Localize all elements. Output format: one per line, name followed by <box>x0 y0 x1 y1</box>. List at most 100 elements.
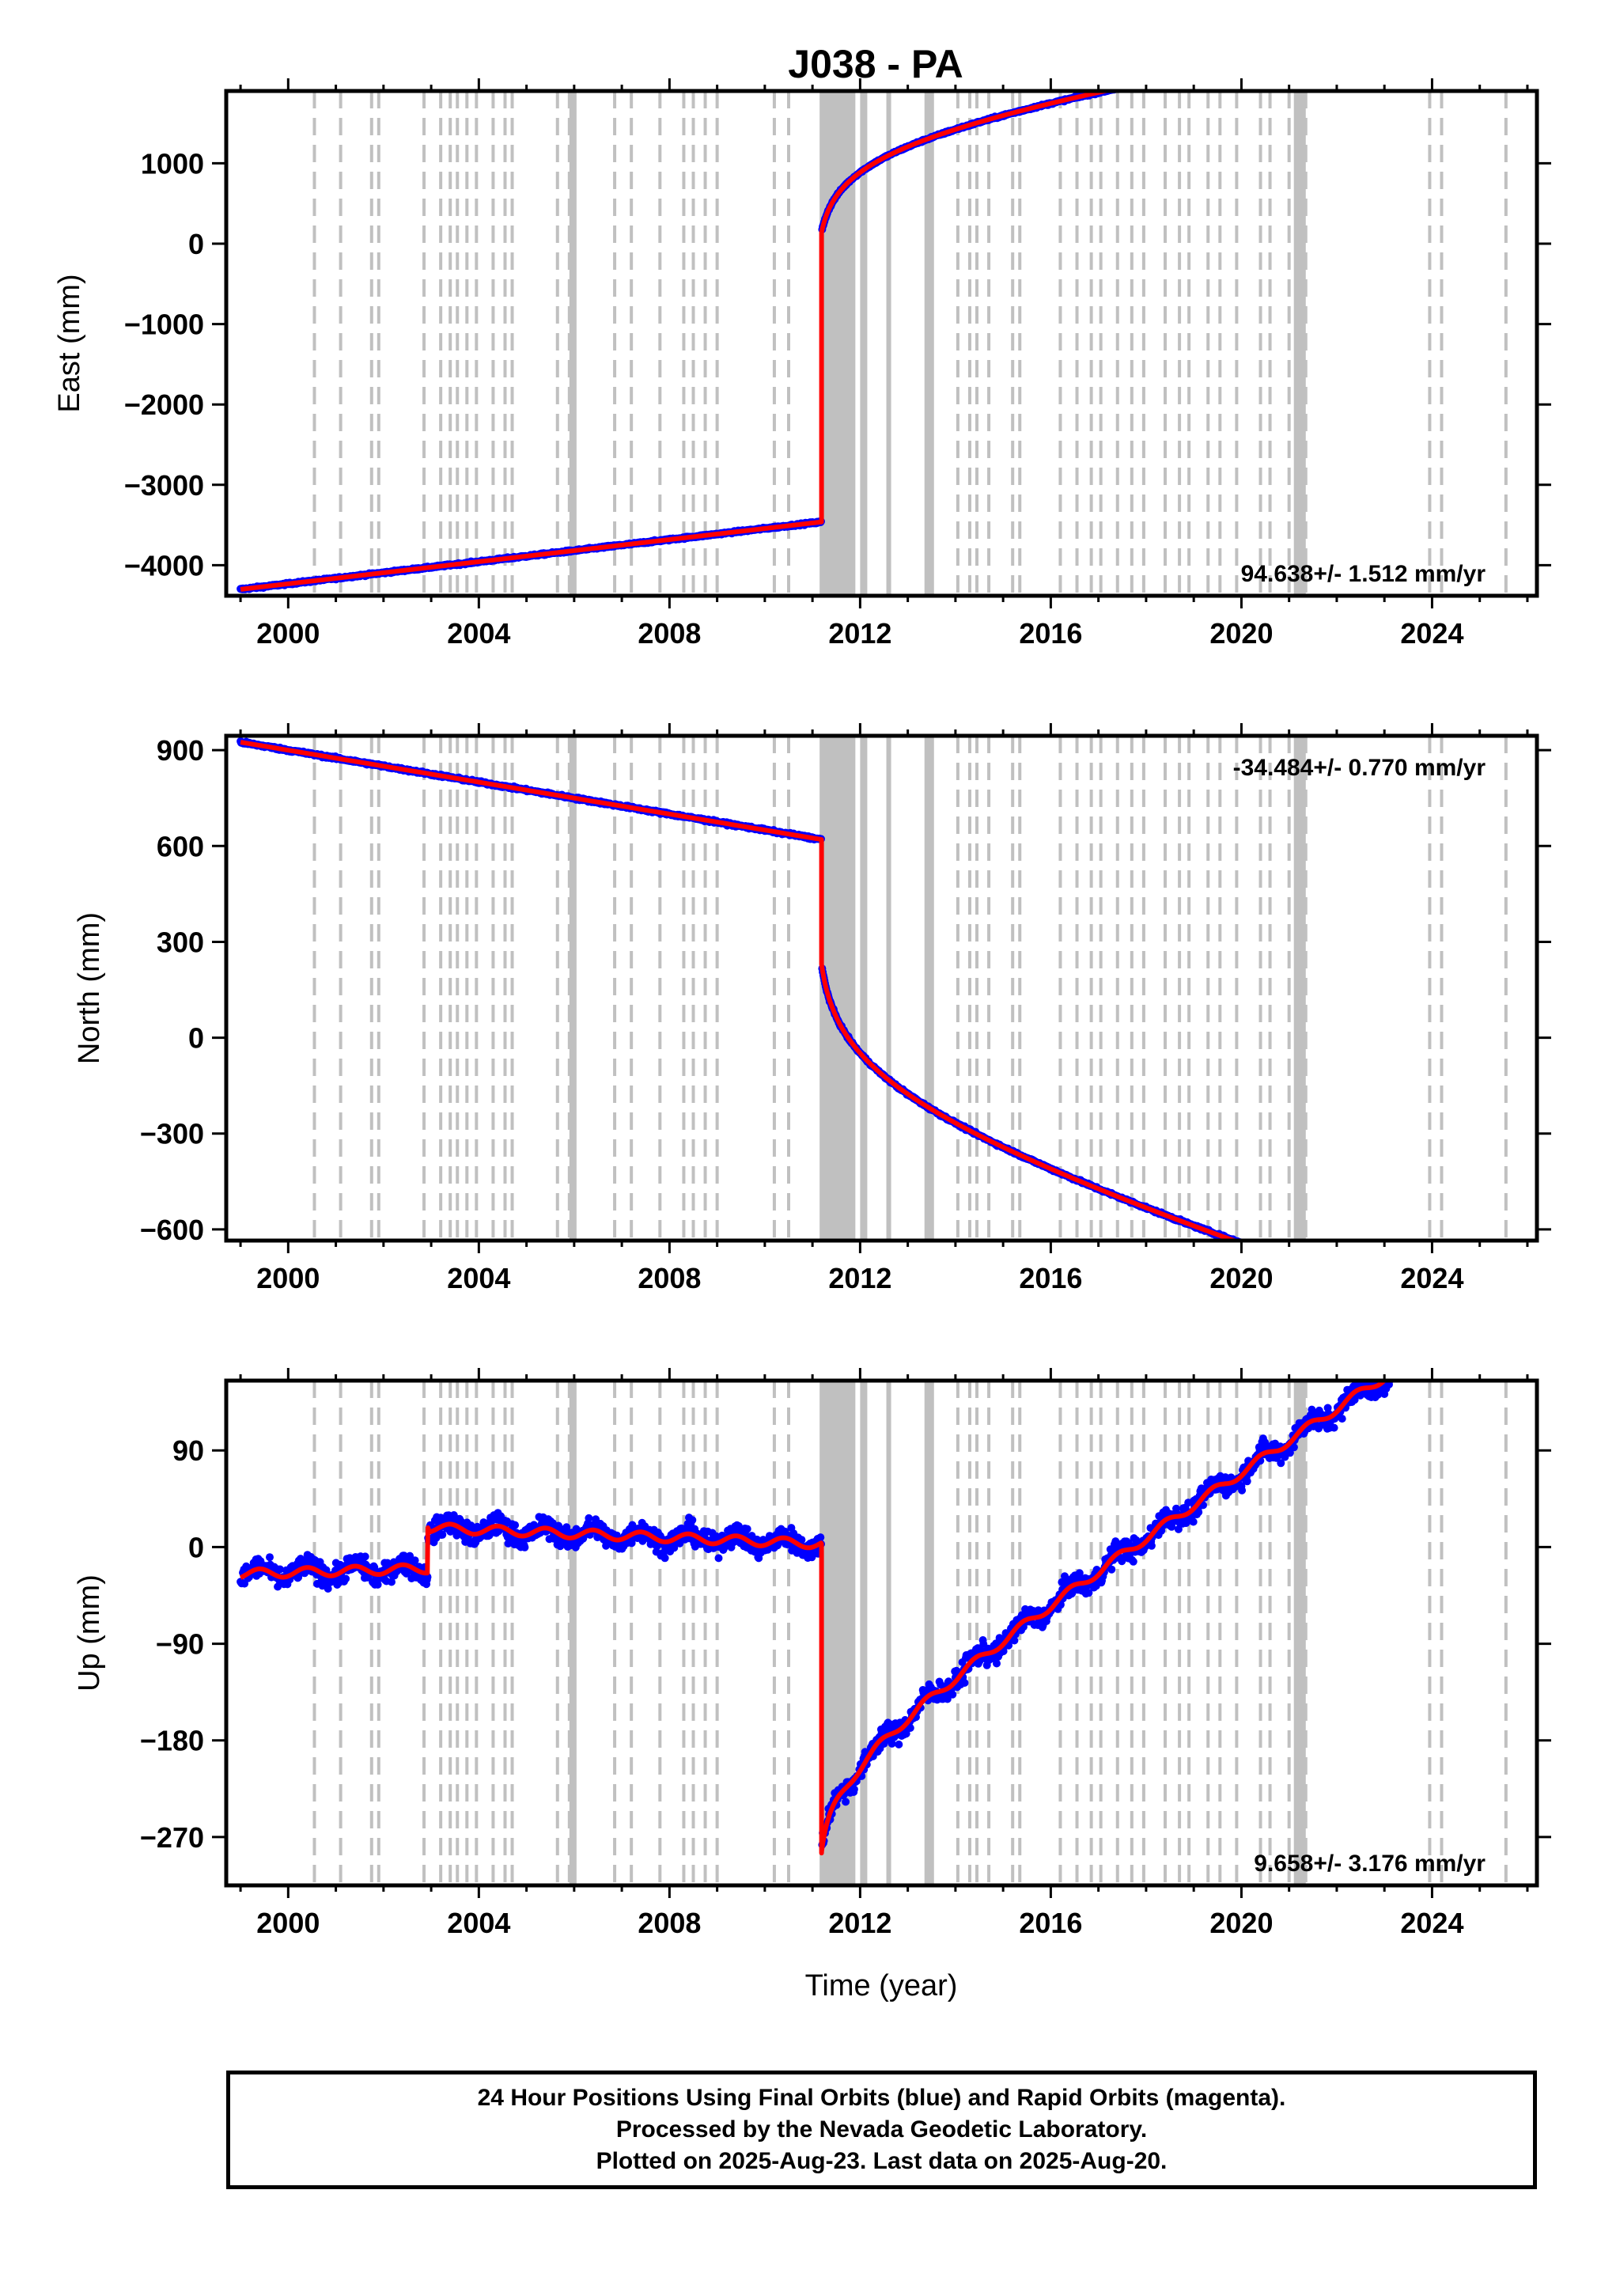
final-point <box>1467 19 1474 27</box>
final-point <box>1373 35 1381 43</box>
final-point <box>1474 18 1482 26</box>
final-point <box>1454 1314 1462 1322</box>
final-point <box>1345 40 1353 47</box>
x-tick-label: 2000 <box>256 1262 320 1294</box>
final-point <box>1381 1288 1389 1296</box>
final-point <box>1368 36 1376 44</box>
final-point <box>1267 1250 1275 1258</box>
final-point <box>1274 1253 1282 1261</box>
final-point <box>1246 58 1254 66</box>
final-point <box>1162 74 1170 82</box>
final-point <box>1450 21 1458 29</box>
final-point <box>1272 1252 1280 1260</box>
final-point <box>1146 78 1154 85</box>
final-point <box>1134 80 1142 88</box>
final-point <box>1272 54 1280 62</box>
final-point <box>1311 47 1319 55</box>
final-point <box>1395 31 1403 39</box>
final-point <box>1271 54 1279 62</box>
final-point <box>1425 1305 1433 1313</box>
final-point <box>1397 1295 1405 1303</box>
final-point <box>1467 19 1474 27</box>
final-point <box>1455 1314 1463 1322</box>
final-point <box>1482 1324 1490 1332</box>
final-point <box>1382 1290 1390 1298</box>
final-point <box>1311 45 1319 53</box>
final-point <box>1409 1299 1417 1307</box>
final-point <box>1444 24 1451 32</box>
final-point <box>1405 1298 1413 1305</box>
final-point <box>1477 17 1485 25</box>
final-point <box>1330 42 1338 50</box>
final-point <box>1406 1299 1414 1307</box>
final-point <box>1345 1277 1353 1285</box>
final-point <box>1341 40 1349 48</box>
final-point <box>1384 33 1392 41</box>
final-point <box>1289 1257 1297 1265</box>
final-point <box>1130 81 1138 89</box>
final-point <box>1414 1301 1421 1309</box>
final-point <box>1473 18 1481 26</box>
final-point <box>1353 1282 1361 1290</box>
final-point <box>1297 1262 1305 1270</box>
rapid-point <box>1498 1328 1506 1336</box>
final-point <box>1481 17 1489 25</box>
final-point <box>1198 67 1205 75</box>
final-point <box>1270 54 1278 62</box>
final-point <box>1142 78 1150 85</box>
final-point <box>1452 22 1460 30</box>
final-point <box>1387 1291 1395 1299</box>
final-point <box>1274 52 1281 60</box>
final-point <box>1361 37 1368 45</box>
final-point <box>1338 1275 1346 1283</box>
final-point <box>1295 1259 1303 1267</box>
final-point <box>1417 1302 1425 1310</box>
final-point <box>1483 17 1491 25</box>
final-point <box>1471 1320 1479 1328</box>
final-point <box>1328 44 1336 51</box>
final-point <box>1433 24 1441 32</box>
final-point <box>1137 79 1145 87</box>
final-point <box>1401 30 1409 38</box>
final-point <box>1366 35 1374 43</box>
final-point <box>1192 69 1200 77</box>
final-point <box>1175 72 1183 80</box>
final-point <box>1388 32 1396 40</box>
final-point <box>1450 1313 1458 1320</box>
final-point <box>1268 53 1276 61</box>
final-point <box>1322 1268 1330 1276</box>
final-point <box>1444 1311 1451 1319</box>
final-point <box>1300 1263 1308 1271</box>
final-point <box>1297 48 1305 56</box>
final-point <box>1406 1299 1414 1307</box>
final-point <box>324 1585 332 1593</box>
final-point <box>1472 1320 1480 1328</box>
final-point <box>1303 47 1311 55</box>
final-point <box>1223 62 1231 70</box>
final-point <box>1384 1291 1392 1299</box>
final-point <box>1215 63 1223 71</box>
final-point <box>1391 31 1399 39</box>
final-point <box>1205 66 1213 74</box>
final-point <box>1205 65 1213 73</box>
final-point <box>1395 1294 1403 1302</box>
final-point <box>1486 1324 1493 1332</box>
final-point <box>1173 72 1181 80</box>
y-tick-label: 1000 <box>141 147 204 180</box>
final-point <box>1351 1280 1359 1288</box>
final-point <box>1404 30 1412 38</box>
final-point <box>1276 1253 1284 1261</box>
final-point <box>1300 1262 1308 1270</box>
final-point <box>1228 61 1236 69</box>
event-band <box>886 1381 891 1885</box>
final-point <box>1391 32 1399 40</box>
final-point <box>1324 1271 1332 1279</box>
final-point <box>1296 48 1304 56</box>
final-point <box>1478 17 1486 25</box>
final-point <box>1458 1315 1466 1323</box>
final-point <box>1481 1321 1489 1329</box>
final-point <box>1477 1321 1485 1329</box>
final-point <box>1390 1292 1398 1300</box>
final-point <box>1318 44 1326 52</box>
rapid-point <box>1499 13 1507 21</box>
